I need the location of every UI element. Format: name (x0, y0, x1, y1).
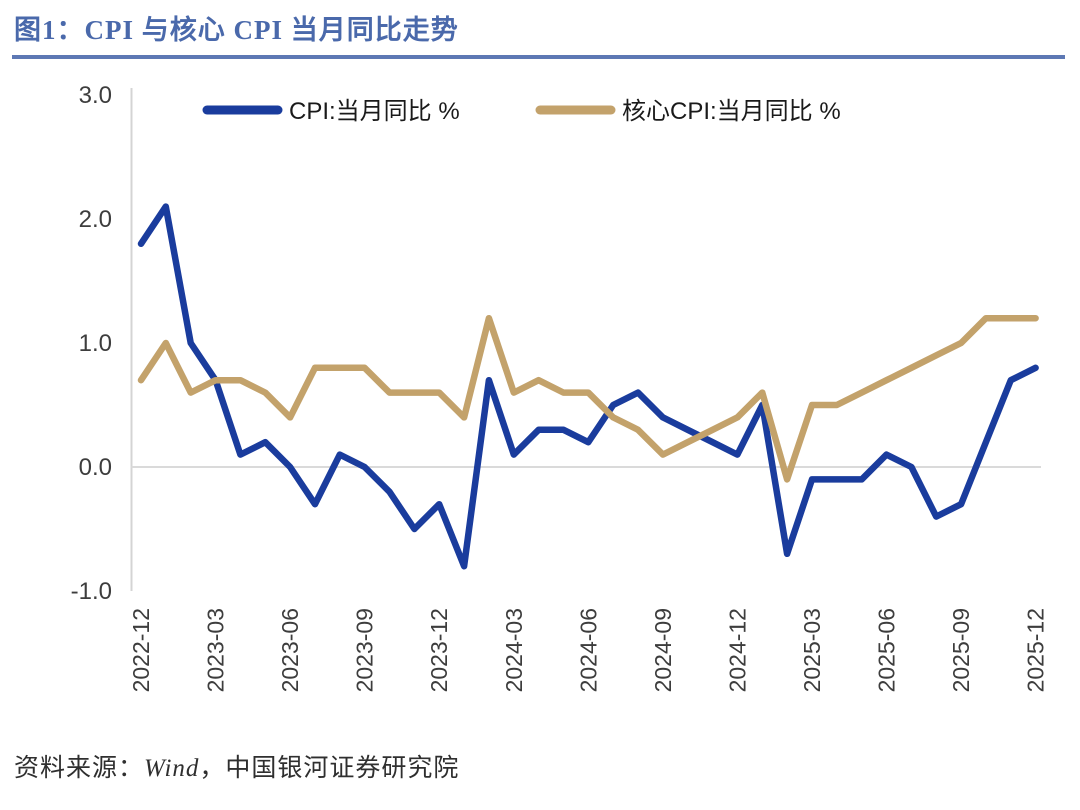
x-axis-tick-label: 2025-03 (799, 608, 825, 692)
legend-label-core-cpi: 核心CPI:当月同比 % (622, 98, 841, 125)
source-vendor: Wind (144, 755, 200, 782)
legend-label-cpi: CPI:当月同比 % (289, 98, 460, 125)
figure-title: 图1：CPI 与核心 CPI 当月同比走势 (14, 15, 459, 45)
cpi-line (137, 203, 1039, 570)
source-note: 资料来源：Wind，中国银河证券研究院 (14, 748, 459, 784)
x-axis-tick-label: 2024-03 (501, 608, 527, 692)
source-prefix: 资料来源： (14, 755, 145, 782)
x-axis-tick-label: 2024-12 (724, 608, 750, 692)
y-axis-tick-label: -1.0 (71, 578, 112, 605)
y-axis-tick-label: 2.0 (79, 206, 112, 233)
title-rule (12, 55, 1065, 59)
y-axis-tick-label: 0.0 (79, 454, 112, 481)
x-axis-tick-label: 2023-09 (352, 608, 378, 692)
x-axis-tick-label: 2023-03 (203, 608, 229, 692)
cpi-chart: 3.0 2.0 1.0 0.0 -1.0 CPI:当月同比 % 核心CPI:当月同比 % 20… (71, 82, 1049, 692)
x-axis-tick-label: 2025-09 (948, 608, 974, 692)
x-axis-tick-label: 2024-09 (650, 608, 676, 692)
y-axis-tick-label: 3.0 (79, 82, 112, 109)
x-axis-tick-label: 2025-12 (1023, 608, 1049, 692)
x-axis-tick-label: 2023-12 (426, 608, 452, 692)
core-cpi-line (137, 314, 1039, 483)
x-axis-tick-label: 2024-06 (575, 608, 601, 692)
y-axis-tick-label: 1.0 (79, 330, 112, 357)
x-axis-tick-label: 2023-06 (277, 608, 303, 692)
source-suffix: ，中国银河证券研究院 (199, 755, 460, 782)
x-axis-tick-label: 2025-06 (874, 608, 900, 692)
x-axis-tick-label: 2022-12 (128, 608, 154, 692)
